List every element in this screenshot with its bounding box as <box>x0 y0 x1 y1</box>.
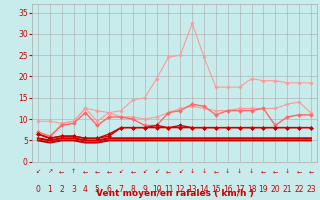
Text: 20: 20 <box>270 185 280 194</box>
Text: ↓: ↓ <box>237 169 242 174</box>
Text: 19: 19 <box>259 185 268 194</box>
Text: ←: ← <box>296 169 302 174</box>
Text: 7: 7 <box>119 185 124 194</box>
Text: 3: 3 <box>71 185 76 194</box>
Text: ←: ← <box>83 169 88 174</box>
Text: 8: 8 <box>131 185 135 194</box>
Text: ←: ← <box>107 169 112 174</box>
Text: 17: 17 <box>235 185 244 194</box>
Text: ↓: ↓ <box>202 169 207 174</box>
Text: ↑: ↑ <box>71 169 76 174</box>
Text: 1: 1 <box>47 185 52 194</box>
Text: 2: 2 <box>59 185 64 194</box>
Text: ↓: ↓ <box>249 169 254 174</box>
Text: ↙: ↙ <box>118 169 124 174</box>
Text: 0: 0 <box>36 185 40 194</box>
Text: ↓: ↓ <box>284 169 290 174</box>
Text: 23: 23 <box>306 185 316 194</box>
Text: 12: 12 <box>176 185 185 194</box>
Text: 14: 14 <box>199 185 209 194</box>
Text: 10: 10 <box>152 185 161 194</box>
Text: 22: 22 <box>294 185 304 194</box>
Text: ←: ← <box>130 169 135 174</box>
Text: ←: ← <box>59 169 64 174</box>
Text: 18: 18 <box>247 185 256 194</box>
Text: 21: 21 <box>282 185 292 194</box>
Text: ←: ← <box>95 169 100 174</box>
Text: 13: 13 <box>188 185 197 194</box>
Text: ↙: ↙ <box>142 169 147 174</box>
Text: ↗: ↗ <box>47 169 52 174</box>
Text: ↙: ↙ <box>178 169 183 174</box>
Text: 11: 11 <box>164 185 173 194</box>
Text: 9: 9 <box>142 185 147 194</box>
Text: ←: ← <box>166 169 171 174</box>
Text: ↓: ↓ <box>189 169 195 174</box>
Text: 5: 5 <box>95 185 100 194</box>
Text: 6: 6 <box>107 185 112 194</box>
Text: 16: 16 <box>223 185 233 194</box>
Text: ↙: ↙ <box>35 169 41 174</box>
Text: 15: 15 <box>211 185 221 194</box>
Text: ↙: ↙ <box>154 169 159 174</box>
Text: ←: ← <box>261 169 266 174</box>
Text: ←: ← <box>213 169 219 174</box>
Text: ←: ← <box>308 169 314 174</box>
Text: ←: ← <box>273 169 278 174</box>
Text: ↓: ↓ <box>225 169 230 174</box>
Text: Vent moyen/en rafales ( km/h ): Vent moyen/en rafales ( km/h ) <box>96 189 253 198</box>
Text: 4: 4 <box>83 185 88 194</box>
